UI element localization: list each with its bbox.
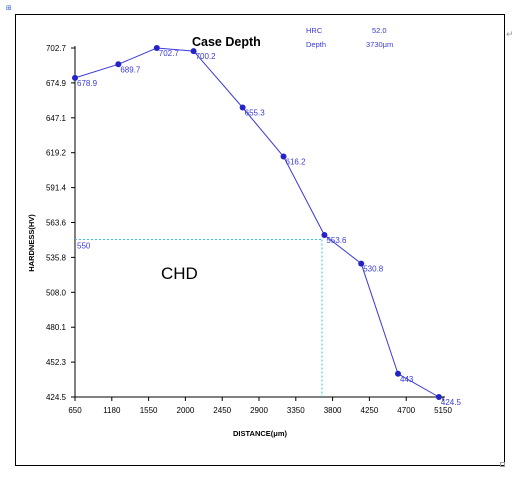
data-point <box>435 394 442 400</box>
y-tick-label: 535.8 <box>46 253 67 262</box>
info-value-hrc: 52.0 <box>372 26 387 35</box>
y-tick-label: 619.2 <box>46 149 67 158</box>
data-point <box>395 370 402 377</box>
x-tick-label: 1180 <box>103 406 121 415</box>
chart-title: Case Depth <box>192 35 261 49</box>
data-point <box>115 61 122 68</box>
y-tick-label: 452.3 <box>46 358 67 367</box>
data-label: 443 <box>400 375 414 384</box>
y-tick-label: 480.1 <box>46 323 67 332</box>
y-tick-label: 508.0 <box>46 288 67 297</box>
info-key-depth: Depth <box>306 40 326 49</box>
data-point <box>239 104 246 111</box>
x-tick-label: 3800 <box>324 406 342 415</box>
data-label: 530.8 <box>363 265 384 274</box>
y-tick-label: 563.6 <box>46 219 67 228</box>
paragraph-mark: ↵ <box>506 30 514 40</box>
data-label: 616.2 <box>286 158 307 167</box>
x-tick-label: 2450 <box>213 406 231 415</box>
data-label: 424.5 <box>441 398 462 407</box>
y-tick-label: 591.4 <box>46 184 67 193</box>
axes <box>74 46 445 398</box>
series <box>72 45 442 400</box>
data-point <box>72 74 78 81</box>
y-ticks: 424.5 452.3 480.1 508.0 535.8 563.6 591.4 619.2… <box>46 44 75 402</box>
resize-handle <box>500 462 505 467</box>
x-tick-label: 1550 <box>140 406 158 415</box>
y-tick-label: 702.7 <box>46 44 67 53</box>
data-point <box>153 45 160 51</box>
x-ticks: 650 1180 1550 2000 2450 2900 3350 3800 4250 4700 5… <box>68 397 452 415</box>
x-tick-label: 650 <box>68 406 82 415</box>
chart-frame <box>15 14 505 466</box>
reference-lines: 550 <box>75 239 323 397</box>
data-label: 689.7 <box>120 65 141 74</box>
reference-label: 550 <box>77 242 91 251</box>
x-tick-label: 5150 <box>434 406 452 415</box>
data-label: 655.3 <box>245 108 266 117</box>
data-label: 702.7 <box>159 49 180 58</box>
y-axis-label: HARDNESS(HV) <box>27 214 36 272</box>
data-labels: 678.9 689.7 702.7 700.2 655.3 616.2 553.6 530.8… <box>77 49 461 407</box>
data-point <box>321 232 328 239</box>
x-tick-label: 4700 <box>397 406 415 415</box>
series-line <box>74 47 440 398</box>
y-tick-label: 647.1 <box>46 114 67 123</box>
data-label: 700.2 <box>196 52 217 61</box>
x-tick-label: 3350 <box>287 406 305 415</box>
x-axis-label: DISTANCE(μm) <box>233 429 288 438</box>
x-tick-label: 2900 <box>250 406 268 415</box>
y-tick-label: 424.5 <box>46 393 67 402</box>
chd-annotation: CHD <box>161 264 198 283</box>
data-point <box>358 260 365 267</box>
y-tick-label: 674.9 <box>46 79 67 88</box>
x-tick-label: 4250 <box>361 406 379 415</box>
info-value-depth: 3730μm <box>366 40 393 49</box>
info-key-hrc: HRC <box>306 26 323 35</box>
data-label: 678.9 <box>77 79 98 88</box>
x-tick-label: 2000 <box>177 406 195 415</box>
anchor-icon: ⊞ <box>6 4 12 12</box>
data-label: 553.6 <box>326 236 347 245</box>
data-point <box>280 153 287 160</box>
data-point <box>190 48 197 55</box>
